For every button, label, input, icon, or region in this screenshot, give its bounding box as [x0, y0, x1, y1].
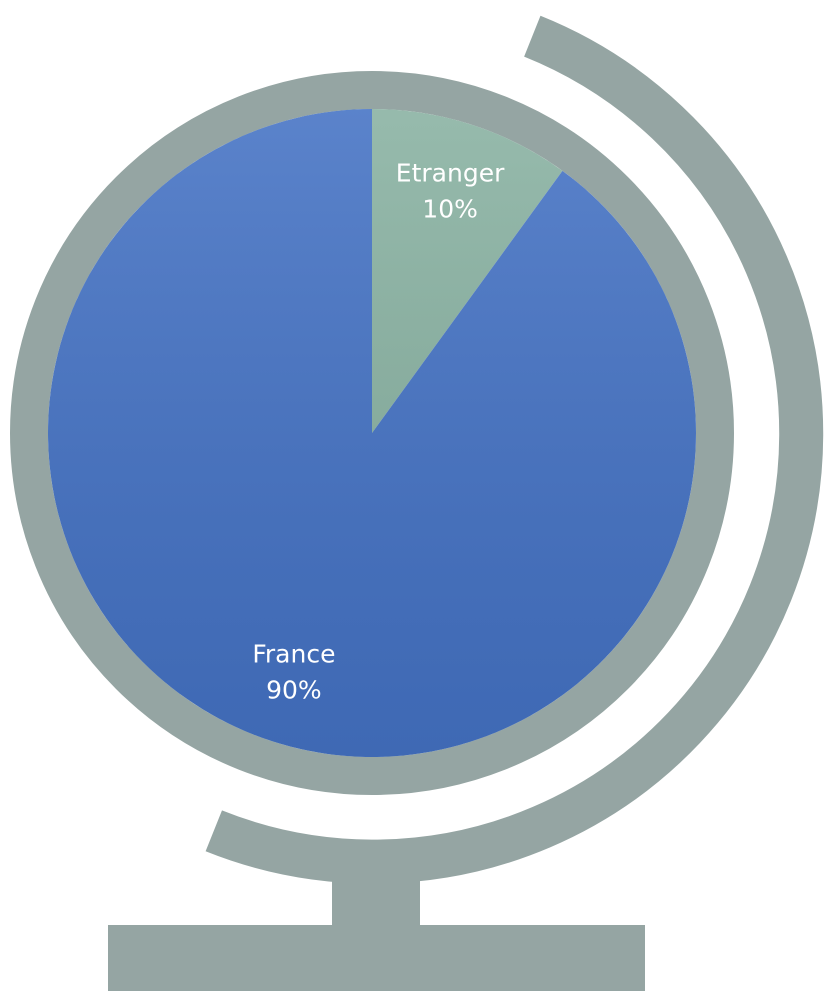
labels: Etranger 10% France 90% — [252, 159, 505, 705]
pie — [47, 109, 696, 758]
globe-neck — [332, 858, 420, 928]
slice-value-label: 10% — [422, 195, 478, 224]
slice-value-label: 90% — [266, 675, 322, 704]
slice-category-label: France — [252, 639, 335, 668]
pie-slice — [47, 109, 696, 758]
globe-frame — [10, 15, 824, 884]
slice-category-label: Etranger — [396, 159, 505, 188]
globe-ring — [10, 71, 734, 795]
globe-base — [108, 925, 645, 991]
meridian-arc — [205, 15, 824, 884]
